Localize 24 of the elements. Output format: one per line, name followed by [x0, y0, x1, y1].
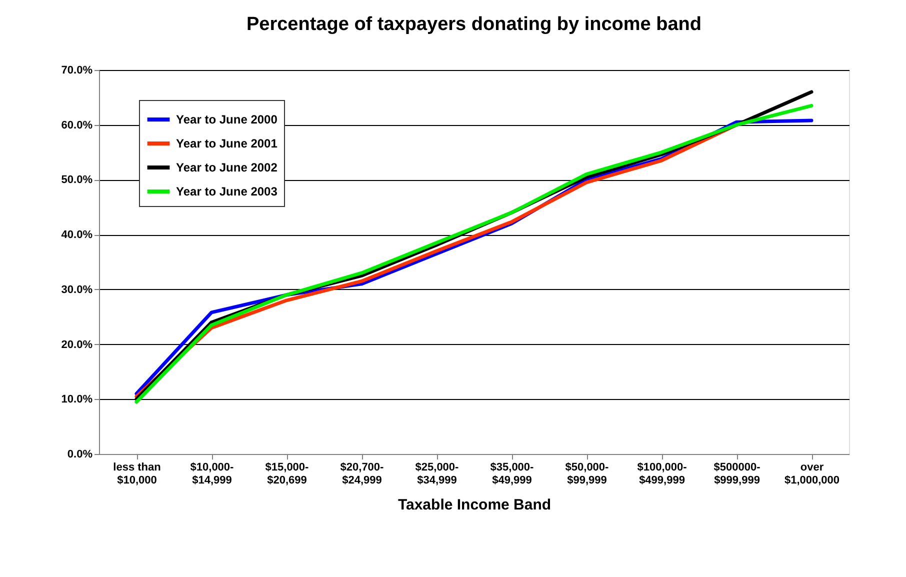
x-tick-label: $35,000- $49,999 — [490, 462, 534, 486]
legend-label: Year to June 2000 — [176, 112, 278, 126]
legend-label: Year to June 2001 — [176, 136, 278, 150]
legend-label: Year to June 2003 — [176, 184, 278, 198]
x-tick-label: $100,000- $499,999 — [637, 462, 688, 486]
x-tick-label: $25,000- $34,999 — [415, 462, 460, 486]
legend-label: Year to June 2002 — [176, 160, 278, 174]
x-tick-label: $20,700- $24,999 — [340, 462, 384, 486]
y-tick-label: 10.0% — [61, 394, 93, 406]
x-tick-label: $50,000- $99,999 — [565, 462, 610, 486]
y-tick-label: 30.0% — [61, 284, 93, 296]
x-tick-label: over $1,000,000 — [784, 462, 840, 486]
y-tick-label: 20.0% — [61, 338, 93, 351]
y-tick-label: 50.0% — [61, 174, 93, 186]
chart-title: Percentage of taxpayers donating by income band — [246, 14, 702, 35]
y-tick-label: 40.0% — [61, 229, 93, 242]
x-tick-label: less than $10,000 — [113, 462, 162, 486]
x-tick-label: $500000- $999,999 — [714, 462, 761, 486]
x-tick-label: $10,000- $14,999 — [190, 462, 234, 486]
y-tick-label: 60.0% — [61, 119, 93, 132]
x-axis-title: Taxable Income Band — [398, 496, 552, 514]
x-tick-label: $15,000- $20,699 — [265, 462, 310, 486]
y-tick-label: 70.0% — [61, 64, 93, 76]
y-tick-label: 0.0% — [67, 448, 93, 460]
